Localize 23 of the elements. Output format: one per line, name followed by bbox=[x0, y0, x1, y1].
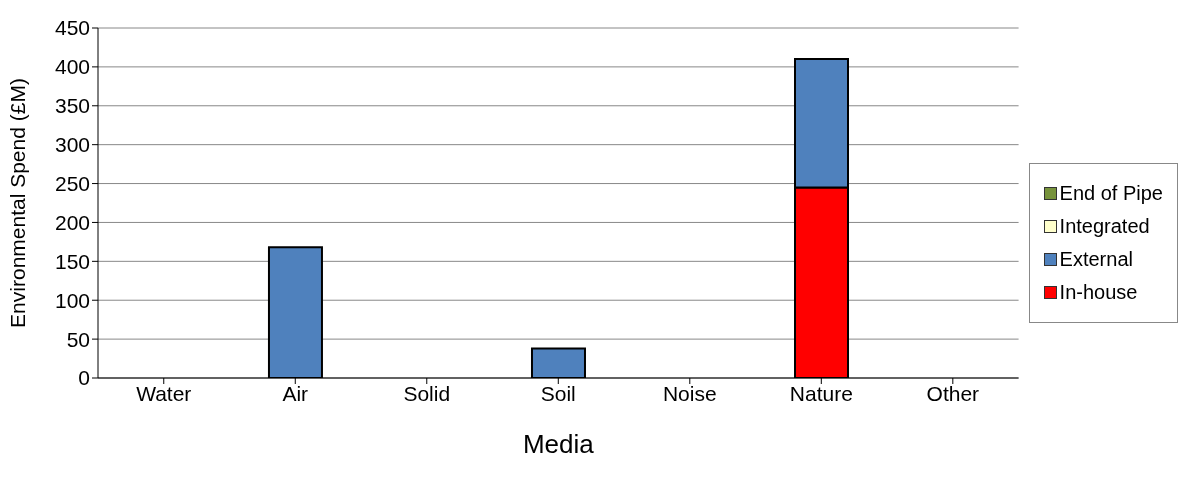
legend-label: External bbox=[1058, 248, 1134, 271]
x-tick-label: Water bbox=[136, 381, 192, 405]
y-tick-label: 150 bbox=[54, 249, 90, 273]
legend-label: Integrated bbox=[1058, 215, 1151, 238]
legend-label: End of Pipe bbox=[1058, 182, 1163, 205]
y-tick-label: 300 bbox=[54, 133, 90, 157]
y-tick-label: 50 bbox=[66, 327, 90, 351]
y-tick-label: 0 bbox=[78, 366, 90, 390]
y-axis-title: Environmental Spend (£M) bbox=[6, 78, 30, 328]
legend-label: In-house bbox=[1058, 281, 1139, 304]
x-tick-label: Other bbox=[926, 381, 980, 405]
y-tick-label: 350 bbox=[54, 94, 90, 118]
y-tick-label: 450 bbox=[54, 16, 90, 40]
x-tick-label: Solid bbox=[403, 381, 451, 405]
x-tick-label: Nature bbox=[789, 381, 853, 405]
x-tick-label: Air bbox=[282, 381, 309, 405]
y-tick-label: 200 bbox=[54, 210, 90, 234]
x-tick-label: Noise bbox=[662, 381, 717, 405]
y-tick-label: 100 bbox=[54, 288, 90, 312]
x-axis-title: Media bbox=[522, 429, 595, 459]
y-tick-label: 400 bbox=[54, 55, 90, 79]
y-tick-label: 250 bbox=[54, 172, 90, 196]
x-tick-label: Soil bbox=[540, 381, 576, 405]
